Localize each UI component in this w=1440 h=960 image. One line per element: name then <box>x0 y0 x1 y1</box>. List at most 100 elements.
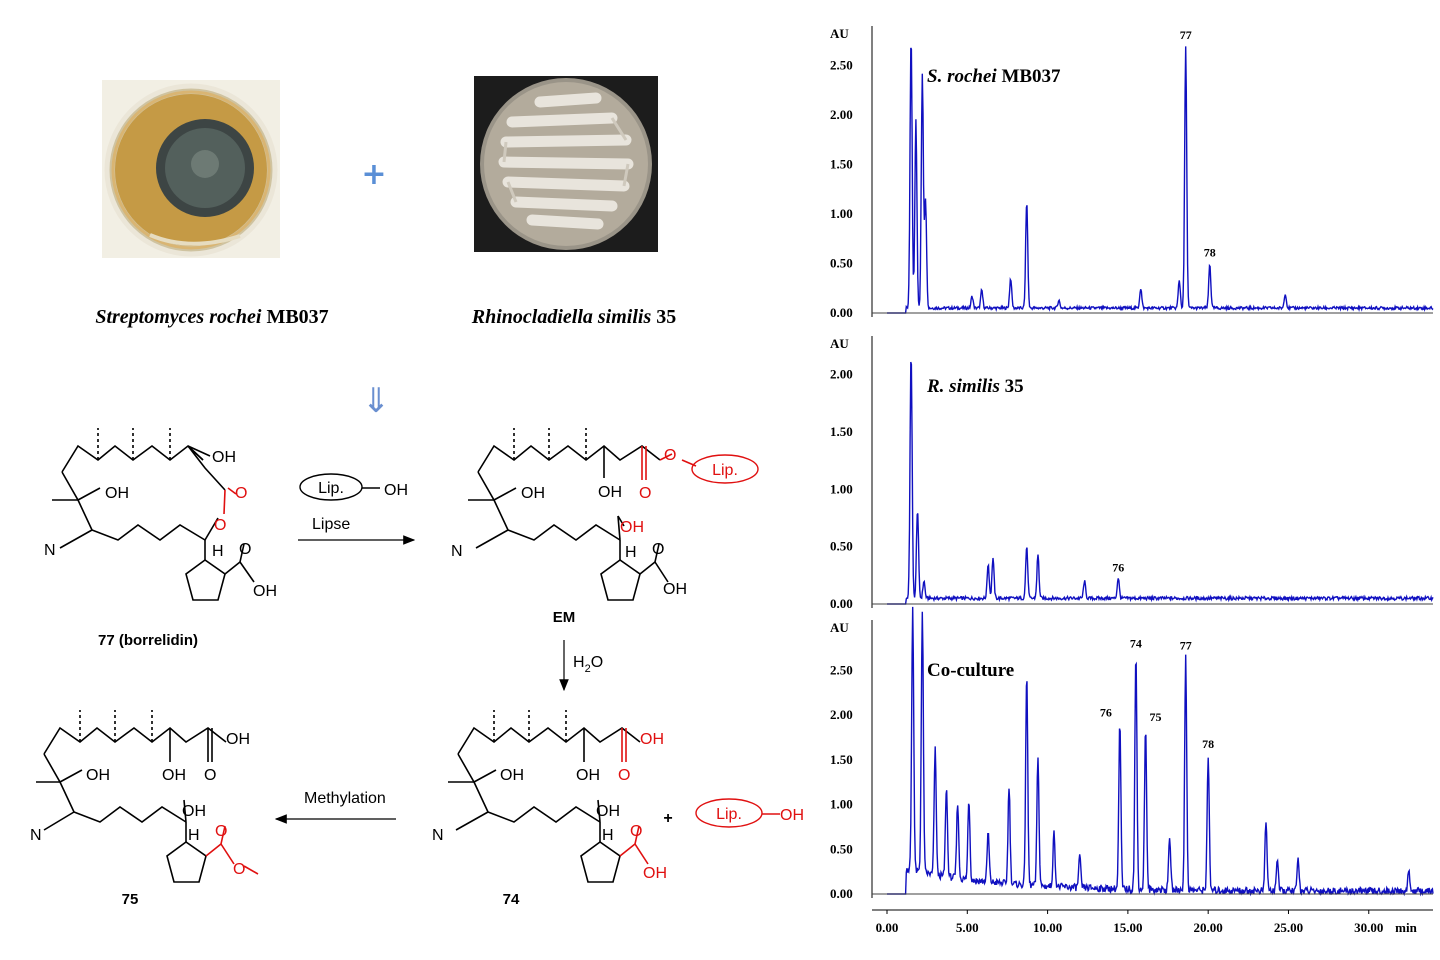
svg-text:O: O <box>630 823 642 840</box>
svg-text:O: O <box>215 823 227 840</box>
y-tick-label: 1.00 <box>830 206 853 221</box>
svg-text:OH: OH <box>182 803 206 820</box>
y-unit-label: AU <box>830 620 849 635</box>
hplc-chromatograms: AU 0.00 0.50 1.00 1.50 2.00 2.50 S. rochei MB03… <box>830 26 1434 935</box>
svg-text:O: O <box>214 517 226 534</box>
x-tick-label: 10.00 <box>1033 920 1062 935</box>
y-tick-label: 2.50 <box>830 662 853 677</box>
svg-text:N: N <box>30 827 42 844</box>
chromatogram-trace <box>887 46 1434 314</box>
y-tick-label: 1.50 <box>830 157 853 172</box>
y-tick-label: 2.50 <box>830 58 853 73</box>
label-77: 77 (borrelidin) <box>98 632 198 649</box>
y-tick-label: 0.00 <box>830 886 853 901</box>
peak-label-78: 78 <box>1202 737 1214 751</box>
svg-text:Lip.: Lip. <box>716 806 742 823</box>
svg-text:OH: OH <box>598 484 622 501</box>
svg-text:H: H <box>602 827 614 844</box>
x-tick-label: 0.00 <box>876 920 899 935</box>
y-unit-label: AU <box>830 336 849 351</box>
y-tick-label: 1.00 <box>830 481 853 496</box>
svg-text:O: O <box>239 541 251 558</box>
label-75: 75 <box>122 891 139 908</box>
peak-label-78: 78 <box>1204 245 1216 259</box>
svg-text:OH: OH <box>384 482 408 499</box>
y-tick-label: 0.50 <box>830 841 853 856</box>
x-tick-label: 15.00 <box>1113 920 1142 935</box>
chromatogram-panel-2: AU 0.00 0.50 1.00 1.50 2.00 R. similis 35 76 <box>830 336 1434 611</box>
y-tick-label: 1.50 <box>830 424 853 439</box>
svg-text:O: O <box>235 485 247 502</box>
structure-75: OH OH OH O OH H O O N <box>30 710 259 883</box>
y-tick-label: 0.50 <box>830 256 853 271</box>
label-74: 74 <box>503 891 520 908</box>
streptomyces-caption: Streptomyces rochei MB037 <box>95 306 328 328</box>
y-tick-label: 0.50 <box>830 539 853 554</box>
svg-text:OH: OH <box>86 767 110 784</box>
x-axis: 0.00 5.00 10.00 15.00 20.00 25.00 30.00 min <box>872 909 1433 935</box>
svg-text:O: O <box>233 861 245 878</box>
svg-text:N: N <box>451 543 463 560</box>
y-tick-label: 1.00 <box>830 797 853 812</box>
svg-text:OH: OH <box>226 731 250 748</box>
plus-sign: + <box>663 810 672 827</box>
chromatogram-trace <box>887 361 1434 605</box>
streptomyces-plate-photo <box>102 80 280 258</box>
svg-text:OH: OH <box>620 519 644 536</box>
x-tick-label: 20.00 <box>1194 920 1223 935</box>
x-tick-label: 25.00 <box>1274 920 1303 935</box>
peak-label-75: 75 <box>1150 710 1162 724</box>
svg-text:N: N <box>44 542 56 559</box>
y-tick-label: 0.00 <box>830 305 853 320</box>
chromatogram-trace <box>887 606 1434 897</box>
rhinocladiella-plate-photo <box>474 76 658 252</box>
x-tick-label: 30.00 <box>1354 920 1383 935</box>
svg-text:Lip.: Lip. <box>712 462 738 479</box>
y-tick-label: 2.00 <box>830 367 853 382</box>
rhinocladiella-caption: Rhinocladiella similis 35 <box>471 306 676 328</box>
released-lipase: Lip. OH <box>695 798 804 828</box>
svg-text:OH: OH <box>521 485 545 502</box>
svg-text:OH: OH <box>643 865 667 882</box>
chromatogram-panel-1: AU 0.00 0.50 1.00 1.50 2.00 2.50 S. rochei MB03… <box>830 26 1434 320</box>
structure-77: OH OH O O H O OH N <box>44 428 277 601</box>
svg-text:N: N <box>432 827 444 844</box>
svg-text:O: O <box>204 767 216 784</box>
svg-text:H: H <box>625 544 637 561</box>
label-em: EM <box>553 609 576 626</box>
peak-label-74: 74 <box>1130 637 1142 651</box>
svg-text:OH: OH <box>253 583 277 600</box>
peak-label-77: 77 <box>1180 28 1192 42</box>
peak-label-76: 76 <box>1100 705 1112 719</box>
y-tick-label: 2.00 <box>830 107 853 122</box>
svg-text:O: O <box>652 541 664 558</box>
structure-74: OH OH OH O OH H O OH N <box>432 710 667 883</box>
arrow3-label: Methylation <box>304 790 386 807</box>
panel-title: S. rochei MB037 <box>927 66 1061 87</box>
peak-label-77: 77 <box>1180 638 1192 652</box>
svg-text:H: H <box>212 543 224 560</box>
peak-label-76: 76 <box>1112 560 1124 574</box>
y-unit-label: AU <box>830 26 849 41</box>
structure-em: OH OH O O OH H O OH N Lip. <box>451 428 759 601</box>
arrow1-label: Lipse <box>312 516 350 533</box>
reagent-lipase-1: Lip. OH <box>299 473 408 501</box>
svg-text:OH: OH <box>663 581 687 598</box>
plus-symbol: + <box>361 157 386 192</box>
x-unit-label: min <box>1395 920 1417 935</box>
svg-text:OH: OH <box>596 803 620 820</box>
svg-text:O: O <box>618 767 630 784</box>
svg-text:OH: OH <box>500 767 524 784</box>
y-tick-label: 2.00 <box>830 707 853 722</box>
panel-title: Co-culture <box>927 660 1014 681</box>
svg-text:OH: OH <box>105 485 129 502</box>
svg-text:OH: OH <box>640 731 664 748</box>
y-tick-label: 0.00 <box>830 596 853 611</box>
chromatogram-panel-3: AU 0.00 0.50 1.00 1.50 2.00 2.50 Co-culture 76 74… <box>830 606 1434 901</box>
svg-text:OH: OH <box>212 449 236 466</box>
down-arrow: ⇓ <box>362 381 391 421</box>
y-tick-label: 1.50 <box>830 752 853 767</box>
svg-text:O: O <box>664 447 676 464</box>
svg-text:OH: OH <box>780 807 804 824</box>
